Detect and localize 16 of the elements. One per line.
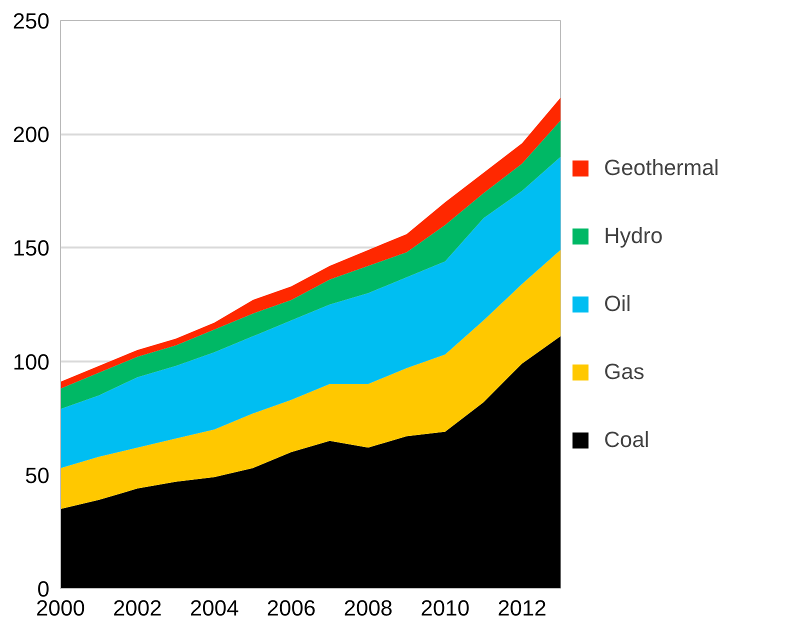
legend-label: Coal: [604, 427, 650, 453]
x-tick-label: 2006: [266, 596, 316, 620]
y-tick-label: 250: [12, 8, 50, 34]
legend-label: Hydro: [604, 223, 663, 249]
legend-label: Gas: [604, 359, 644, 385]
x-tick-label: 2002: [112, 596, 162, 620]
y-tick-label: 150: [12, 236, 50, 261]
x-tick-label: 2008: [344, 596, 393, 620]
x-tick-label: 2004: [190, 596, 239, 620]
y-tick-label: 50: [25, 462, 50, 488]
y-tick-label: 100: [12, 349, 50, 374]
x-tick-label: 2012: [498, 596, 547, 620]
legend-label: Oil: [604, 291, 631, 317]
x-tick-label: 2010: [420, 596, 470, 620]
legend-label: Geothermal: [604, 155, 719, 181]
y-tick-label: 200: [12, 122, 50, 148]
